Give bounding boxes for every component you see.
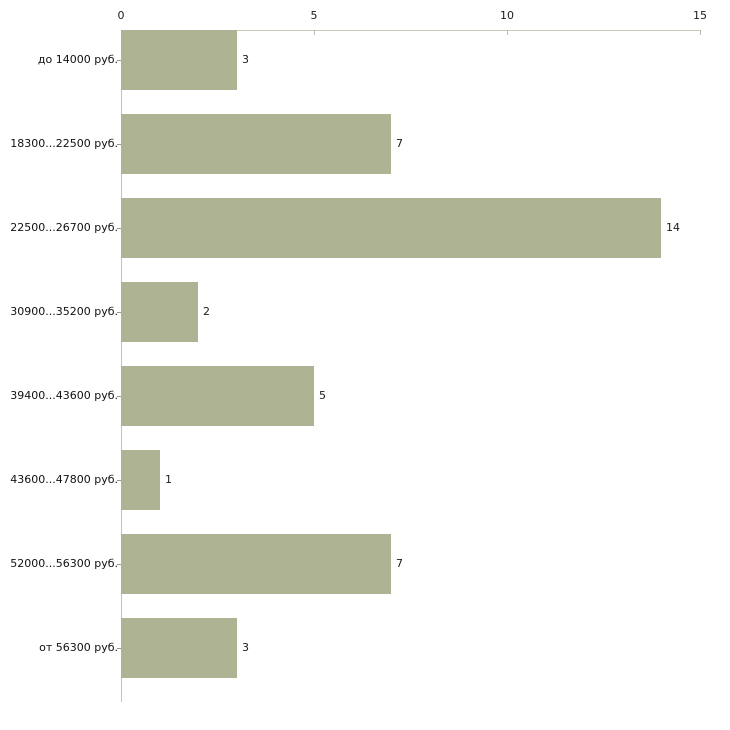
category-label: от 56300 руб. [39, 641, 118, 654]
bar[interactable] [121, 282, 198, 342]
y-axis-tick [117, 396, 122, 397]
bar[interactable] [121, 618, 237, 678]
y-axis-tick [117, 564, 122, 565]
x-axis-line [121, 30, 700, 31]
category-label: 18300...22500 руб. [10, 137, 118, 150]
x-axis-tick-label: 10 [500, 9, 514, 22]
y-axis-tick [117, 312, 122, 313]
y-axis-tick [117, 228, 122, 229]
category-label: 39400...43600 руб. [10, 389, 118, 402]
bar-value-label: 2 [203, 305, 210, 318]
category-label: 43600...47800 руб. [10, 473, 118, 486]
bar[interactable] [121, 450, 160, 510]
y-axis-tick [117, 60, 122, 61]
x-axis-tick-label: 0 [117, 9, 125, 22]
category-label: 30900...35200 руб. [10, 305, 118, 318]
x-axis-tick [700, 30, 701, 35]
bar-value-label: 7 [396, 137, 403, 150]
bar-value-label: 3 [242, 641, 249, 654]
x-axis-tick-label: 15 [693, 9, 707, 22]
bar[interactable] [121, 198, 661, 258]
y-axis-tick [117, 648, 122, 649]
bar[interactable] [121, 30, 237, 90]
bar-value-label: 5 [319, 389, 326, 402]
bar[interactable] [121, 366, 314, 426]
x-axis-tick [507, 30, 508, 35]
x-axis-tick [314, 30, 315, 35]
category-label: 52000...56300 руб. [10, 557, 118, 570]
y-axis-tick [117, 144, 122, 145]
bar[interactable] [121, 114, 391, 174]
bar-value-label: 1 [165, 473, 172, 486]
bar-value-label: 7 [396, 557, 403, 570]
bar[interactable] [121, 534, 391, 594]
bar-value-label: 3 [242, 53, 249, 66]
category-label: до 14000 руб. [37, 53, 118, 66]
bar-value-label: 14 [666, 221, 680, 234]
x-axis-tick-label: 5 [310, 9, 318, 22]
y-axis-tick [117, 480, 122, 481]
category-label: 22500...26700 руб. [10, 221, 118, 234]
